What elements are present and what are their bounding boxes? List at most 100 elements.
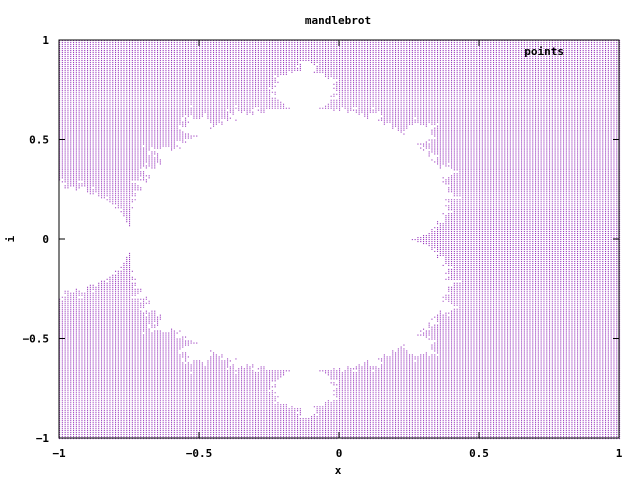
point-row	[115, 270, 621, 272]
point-row	[59, 308, 621, 310]
point-row	[59, 53, 621, 55]
point-row	[115, 207, 621, 209]
point-row	[59, 420, 621, 422]
point-row	[59, 42, 621, 44]
point-row	[59, 167, 621, 169]
point-row	[59, 145, 621, 147]
point-row	[101, 197, 621, 199]
point-row	[59, 159, 621, 161]
point-row	[59, 390, 621, 392]
point-row	[89, 193, 621, 195]
chart-title: mandlebrot	[305, 14, 371, 27]
point-row	[59, 69, 621, 71]
point-row	[59, 362, 621, 364]
point-row	[59, 314, 621, 316]
point-row	[59, 75, 621, 77]
point-row	[59, 81, 621, 83]
point-row	[123, 209, 621, 211]
point-row	[75, 189, 621, 191]
point-row	[59, 85, 621, 87]
point-row	[106, 199, 621, 201]
point-row	[59, 97, 621, 99]
point-row	[411, 239, 621, 241]
point-row	[59, 412, 621, 414]
point-row	[59, 364, 621, 366]
point-row	[109, 201, 621, 203]
point-row	[59, 334, 621, 336]
point-row	[59, 135, 621, 137]
point-row	[126, 219, 621, 221]
point-row	[123, 268, 621, 270]
point-row	[59, 169, 621, 171]
point-row	[64, 292, 621, 294]
point-row	[59, 141, 621, 143]
point-row	[59, 133, 621, 135]
point-row	[59, 129, 621, 131]
point-row	[59, 404, 621, 406]
point-row	[126, 256, 621, 258]
point-row	[59, 360, 621, 362]
y-axis-ticks: 1 0.5 0 −0.5 −1	[23, 34, 619, 445]
point-row	[59, 51, 621, 53]
point-row	[106, 278, 621, 280]
point-row	[59, 346, 621, 348]
point-row	[109, 276, 621, 278]
point-row	[59, 388, 621, 390]
point-row	[120, 266, 621, 268]
point-row	[75, 288, 621, 290]
point-row	[59, 300, 621, 302]
point-row	[59, 93, 621, 95]
point-row	[59, 424, 621, 426]
point-row	[59, 105, 621, 107]
x-axis-ticks: −1 −0.5 0 0.5 1	[52, 40, 623, 460]
point-row	[59, 163, 621, 165]
point-row	[59, 117, 621, 119]
point-row	[59, 318, 621, 320]
point-row	[59, 382, 621, 384]
x-tick-label: −1	[52, 447, 66, 460]
point-row	[59, 354, 621, 356]
point-row	[98, 282, 621, 284]
point-row	[123, 213, 621, 215]
x-axis-label: x	[335, 464, 342, 477]
y-axis-label: i	[4, 235, 17, 242]
point-row	[59, 173, 621, 175]
x-tick-label: 0	[336, 447, 343, 460]
point-row	[59, 356, 621, 358]
point-row	[59, 392, 621, 394]
point-row	[64, 185, 621, 187]
y-tick-label: 0.5	[29, 134, 49, 147]
point-row	[59, 398, 621, 400]
point-row	[112, 274, 621, 276]
point-row	[59, 79, 621, 81]
point-row	[101, 280, 621, 282]
y-tick-label: −1	[36, 432, 50, 445]
point-row	[59, 366, 621, 368]
point-row	[129, 254, 621, 256]
point-row	[59, 113, 621, 115]
point-row	[59, 119, 621, 121]
point-row	[431, 247, 621, 249]
point-row	[59, 310, 621, 312]
point-row	[123, 262, 621, 264]
point-row	[59, 55, 621, 57]
point-row	[59, 426, 621, 428]
point-row	[120, 211, 621, 213]
point-row	[59, 131, 621, 133]
point-row	[59, 177, 621, 179]
point-row	[59, 396, 621, 398]
point-row	[117, 272, 621, 274]
point-row	[59, 175, 621, 177]
point-row	[59, 342, 621, 344]
point-row	[59, 137, 621, 139]
point-row	[59, 127, 621, 129]
plot-area	[58, 39, 621, 440]
point-row	[431, 248, 621, 250]
point-row	[59, 372, 621, 374]
point-row	[59, 324, 621, 326]
point-row	[59, 304, 621, 306]
point-row	[59, 161, 621, 163]
point-row	[59, 380, 621, 382]
point-row	[59, 171, 621, 173]
point-row	[59, 374, 621, 376]
